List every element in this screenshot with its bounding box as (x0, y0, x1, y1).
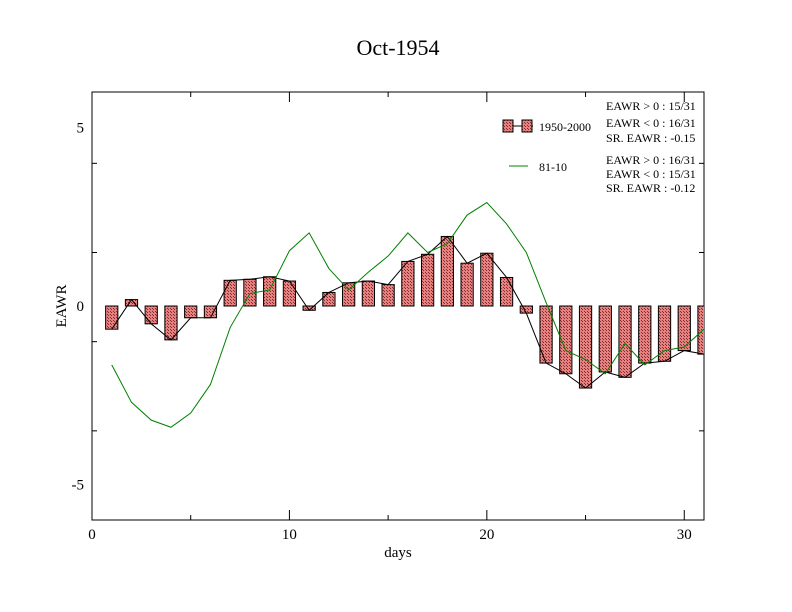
y-tick-label: -5 (72, 477, 85, 493)
legend-swatch-1950-2000 (502, 119, 514, 133)
bar (105, 305, 119, 330)
series-line-81-10 (111, 201, 704, 428)
stat-text: SR. EAWR : -0.15 (606, 131, 695, 145)
bar (203, 305, 218, 319)
bar (519, 305, 533, 314)
legend-label-1950-2000: 1950-2000 (539, 120, 591, 134)
x-tick-label: 20 (479, 527, 494, 543)
bar (697, 305, 704, 355)
bar (282, 280, 297, 307)
x-axis-label: days (384, 545, 412, 561)
bar (638, 305, 652, 364)
stat-text: SR. EAWR : -0.12 (606, 181, 695, 195)
y-tick-label: 5 (77, 121, 85, 137)
bar (144, 305, 158, 325)
bar (618, 305, 632, 378)
bar (184, 305, 198, 319)
x-axis-ticks: 0 10 20 30 (88, 92, 692, 543)
y-axis-ticks: -5 0 5 (72, 121, 704, 521)
bars-1950-2000 (105, 235, 704, 389)
bar (598, 305, 612, 373)
bar (499, 276, 514, 307)
bar (460, 262, 474, 307)
bar (657, 305, 672, 362)
bar (440, 235, 454, 307)
x-tick-label: 30 (677, 527, 692, 543)
stats-block-81-10: EAWR > 0 : 16/31 EAWR < 0 : 15/31 SR. EA… (606, 153, 696, 195)
bar (420, 253, 435, 307)
stat-text: EAWR > 0 : 16/31 (606, 153, 696, 167)
y-axis-label: EAWR (54, 285, 70, 328)
bar (322, 291, 336, 307)
bar (578, 305, 593, 389)
bar-connector-line (111, 235, 704, 389)
chart-title: Oct-1954 (356, 35, 439, 60)
legend: 1950-2000 81-10 (502, 119, 591, 174)
bar (539, 305, 553, 364)
y-tick-label: 0 (77, 299, 85, 315)
stats-block-1950-2000: EAWR > 0 : 15/31 EAWR < 0 : 16/31 SR. EA… (606, 99, 696, 145)
bar (381, 284, 395, 307)
bar (677, 305, 691, 352)
bar (361, 280, 376, 307)
legend-swatch-1950-2000-b (521, 119, 533, 133)
x-tick-label: 10 (282, 527, 297, 543)
bar (401, 260, 415, 307)
stat-text: EAWR < 0 : 15/31 (606, 167, 696, 181)
stat-text: EAWR > 0 : 15/31 (606, 99, 696, 113)
legend-label-81-10: 81-10 (539, 160, 567, 174)
bar (480, 252, 494, 307)
stat-text: EAWR < 0 : 16/31 (606, 116, 696, 130)
x-tick-label: 0 (88, 527, 96, 543)
bar (223, 279, 237, 307)
